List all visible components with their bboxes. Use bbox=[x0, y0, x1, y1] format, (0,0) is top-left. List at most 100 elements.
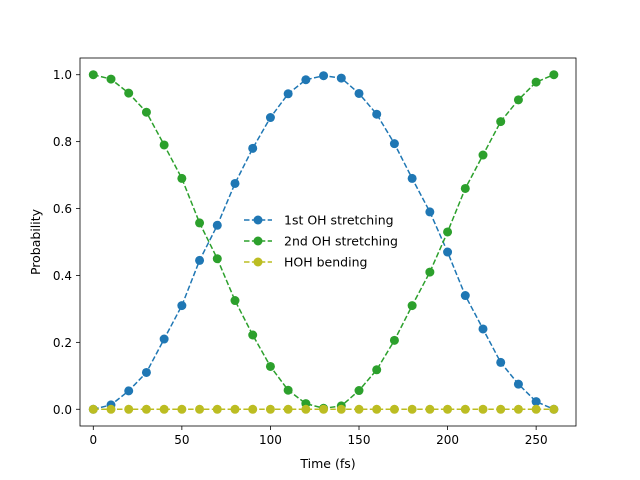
data-point-hoh-bending bbox=[195, 404, 205, 414]
data-point-hoh-bending bbox=[177, 404, 187, 414]
data-point-hoh-bending bbox=[531, 404, 541, 414]
data-point-hoh-bending bbox=[230, 404, 240, 414]
data-point-1st-oh-stretching bbox=[159, 334, 169, 344]
data-point-2nd-oh-stretching bbox=[389, 335, 399, 345]
data-point-2nd-oh-stretching bbox=[407, 301, 417, 311]
legend-marker-hoh-bending bbox=[253, 257, 263, 267]
legend-label-hoh-bending: HOH bending bbox=[284, 255, 367, 270]
data-point-hoh-bending bbox=[425, 404, 435, 414]
data-point-2nd-oh-stretching bbox=[478, 150, 488, 160]
data-point-hoh-bending bbox=[460, 404, 470, 414]
x-axis: 0 50 100 150 200 250 bbox=[89, 426, 548, 447]
data-point-2nd-oh-stretching bbox=[124, 88, 134, 98]
data-point-hoh-bending bbox=[88, 404, 98, 414]
data-point-hoh-bending bbox=[301, 404, 311, 414]
x-tick-label: 100 bbox=[259, 433, 282, 447]
x-tick-label: 150 bbox=[348, 433, 371, 447]
y-tick-label: 0.6 bbox=[53, 202, 72, 216]
data-point-hoh-bending bbox=[443, 404, 453, 414]
legend: 1st OH stretching 2nd OH stretching HOH … bbox=[244, 213, 398, 270]
data-point-1st-oh-stretching bbox=[425, 207, 435, 217]
legend-entry-2nd-oh-stretching: 2nd OH stretching bbox=[244, 234, 398, 249]
data-point-1st-oh-stretching bbox=[283, 89, 293, 99]
data-point-2nd-oh-stretching bbox=[425, 267, 435, 277]
data-point-hoh-bending bbox=[372, 404, 382, 414]
data-point-hoh-bending bbox=[336, 404, 346, 414]
y-tick-label: 1.0 bbox=[53, 68, 72, 82]
data-point-1st-oh-stretching bbox=[319, 71, 329, 81]
data-point-1st-oh-stretching bbox=[195, 255, 205, 265]
data-point-hoh-bending bbox=[248, 404, 258, 414]
data-point-1st-oh-stretching bbox=[407, 173, 417, 183]
data-point-2nd-oh-stretching bbox=[195, 218, 205, 228]
x-tick-label: 200 bbox=[436, 433, 459, 447]
data-point-hoh-bending bbox=[283, 404, 293, 414]
data-point-1st-oh-stretching bbox=[513, 379, 523, 389]
data-point-2nd-oh-stretching bbox=[354, 386, 364, 396]
x-tick-label: 0 bbox=[89, 433, 97, 447]
data-point-hoh-bending bbox=[496, 404, 506, 414]
y-axis: 0.0 0.2 0.4 0.6 0.8 1.0 bbox=[53, 68, 80, 417]
x-axis-label: Time (fs) bbox=[299, 456, 355, 471]
data-point-1st-oh-stretching bbox=[230, 178, 240, 188]
data-point-2nd-oh-stretching bbox=[106, 74, 116, 84]
data-point-hoh-bending bbox=[389, 404, 399, 414]
y-tick-label: 0.2 bbox=[53, 336, 72, 350]
plot-frame bbox=[79, 57, 577, 427]
data-point-2nd-oh-stretching bbox=[177, 173, 187, 183]
legend-entry-hoh-bending: HOH bending bbox=[244, 255, 367, 270]
data-point-2nd-oh-stretching bbox=[248, 330, 258, 340]
legend-entry-1st-oh-stretching: 1st OH stretching bbox=[244, 213, 394, 228]
data-point-2nd-oh-stretching bbox=[212, 254, 222, 264]
data-point-2nd-oh-stretching bbox=[88, 70, 98, 80]
data-point-2nd-oh-stretching bbox=[460, 183, 470, 193]
data-point-1st-oh-stretching bbox=[124, 386, 134, 396]
series-hoh-bending bbox=[88, 404, 559, 414]
data-point-1st-oh-stretching bbox=[531, 397, 541, 407]
data-point-hoh-bending bbox=[124, 404, 134, 414]
data-point-2nd-oh-stretching bbox=[531, 77, 541, 87]
data-point-1st-oh-stretching bbox=[460, 291, 470, 301]
data-point-1st-oh-stretching bbox=[443, 247, 453, 257]
data-point-2nd-oh-stretching bbox=[372, 365, 382, 375]
data-point-1st-oh-stretching bbox=[496, 357, 506, 367]
data-point-2nd-oh-stretching bbox=[496, 117, 506, 127]
data-point-1st-oh-stretching bbox=[354, 88, 364, 98]
legend-label-1st-oh-stretching: 1st OH stretching bbox=[284, 213, 394, 228]
data-point-1st-oh-stretching bbox=[301, 75, 311, 85]
data-point-2nd-oh-stretching bbox=[265, 361, 275, 371]
data-point-1st-oh-stretching bbox=[177, 301, 187, 311]
data-point-2nd-oh-stretching bbox=[230, 296, 240, 306]
x-tick-label: 50 bbox=[174, 433, 189, 447]
data-point-1st-oh-stretching bbox=[248, 143, 258, 153]
data-point-1st-oh-stretching bbox=[141, 367, 151, 377]
data-point-hoh-bending bbox=[141, 404, 151, 414]
data-point-1st-oh-stretching bbox=[478, 324, 488, 334]
data-point-hoh-bending bbox=[319, 404, 329, 414]
legend-marker-2nd-oh-stretching bbox=[253, 236, 263, 246]
data-point-hoh-bending bbox=[212, 404, 222, 414]
data-point-hoh-bending bbox=[478, 404, 488, 414]
data-point-1st-oh-stretching bbox=[212, 220, 222, 230]
data-point-hoh-bending bbox=[549, 404, 559, 414]
data-point-2nd-oh-stretching bbox=[141, 107, 151, 117]
y-axis-label: Probability bbox=[28, 208, 43, 275]
x-tick-label: 250 bbox=[525, 433, 548, 447]
data-point-hoh-bending bbox=[513, 404, 523, 414]
data-point-1st-oh-stretching bbox=[389, 139, 399, 149]
data-point-2nd-oh-stretching bbox=[283, 385, 293, 395]
series-layer bbox=[88, 70, 559, 414]
data-point-1st-oh-stretching bbox=[336, 73, 346, 83]
data-point-hoh-bending bbox=[354, 404, 364, 414]
data-point-hoh-bending bbox=[106, 404, 116, 414]
data-point-hoh-bending bbox=[159, 404, 169, 414]
legend-label-2nd-oh-stretching: 2nd OH stretching bbox=[284, 234, 398, 249]
legend-marker-1st-oh-stretching bbox=[253, 215, 263, 225]
y-tick-label: 0.8 bbox=[53, 135, 72, 149]
data-point-2nd-oh-stretching bbox=[549, 70, 559, 80]
data-point-2nd-oh-stretching bbox=[443, 227, 453, 237]
data-point-1st-oh-stretching bbox=[265, 113, 275, 123]
y-tick-label: 0.4 bbox=[53, 269, 72, 283]
data-point-hoh-bending bbox=[265, 404, 275, 414]
